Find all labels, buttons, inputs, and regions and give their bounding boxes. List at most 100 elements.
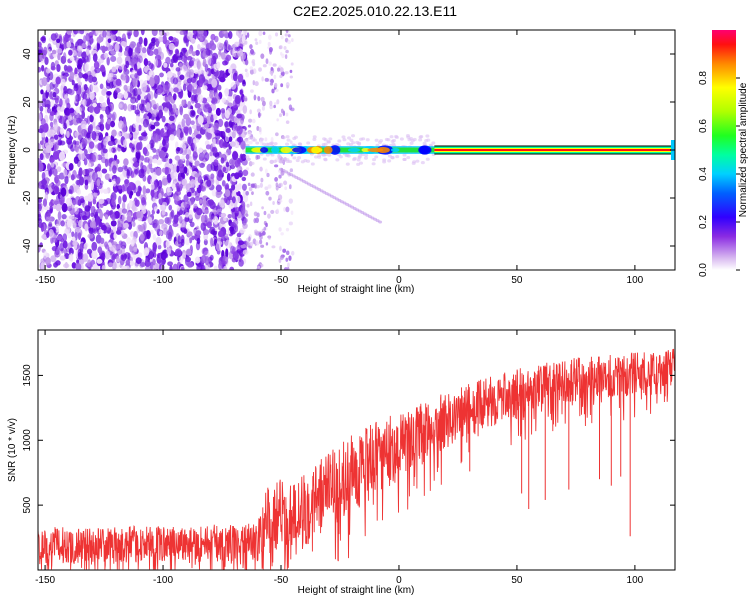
noise-blob <box>291 38 294 43</box>
noise-blob <box>93 61 100 70</box>
noise-blob <box>183 194 189 202</box>
noise-blob <box>117 51 123 57</box>
noise-blob <box>270 209 275 214</box>
noise-blob <box>177 176 181 182</box>
noise-blob <box>94 187 100 194</box>
carrier-halo <box>297 156 302 160</box>
noise-blob <box>110 213 116 221</box>
noise-blob <box>221 180 226 187</box>
noise-blob <box>209 254 214 261</box>
noise-blob <box>101 87 107 96</box>
noise-blob <box>185 153 190 160</box>
noise-blob <box>175 248 182 257</box>
noise-blob <box>144 265 151 270</box>
noise-blob <box>167 129 173 136</box>
noise-blob <box>104 173 111 181</box>
carrier-halo <box>395 154 400 159</box>
noise-blob <box>45 152 50 159</box>
noise-blob <box>57 211 62 221</box>
noise-blob <box>275 88 279 92</box>
noise-blob <box>249 201 253 207</box>
noise-blob <box>219 76 226 83</box>
noise-blob <box>270 78 274 84</box>
noise-blob <box>122 194 127 203</box>
noise-blob <box>132 77 138 88</box>
noise-blob <box>40 258 46 264</box>
noise-blob <box>40 184 45 190</box>
noise-blob <box>124 165 128 171</box>
noise-blob <box>277 67 281 72</box>
noise-blob <box>247 131 252 137</box>
noise-blob <box>123 103 128 111</box>
noise-blob <box>108 166 113 172</box>
noise-blob <box>38 41 42 48</box>
noise-blob <box>276 208 279 214</box>
noise-blob <box>111 30 118 35</box>
noise-blob <box>239 227 246 234</box>
carrier-halo <box>247 136 252 140</box>
noise-blob <box>110 220 117 227</box>
noise-blob <box>129 190 134 196</box>
noise-blob <box>159 72 164 78</box>
x-tick-label: 100 <box>627 575 644 586</box>
noise-blob <box>137 252 143 258</box>
noise-blob <box>78 167 83 177</box>
noise-blob <box>53 200 59 206</box>
noise-blob <box>41 178 48 186</box>
noise-blob <box>244 30 248 35</box>
x-tick-label: 50 <box>511 275 523 286</box>
carrier-halo <box>425 134 430 138</box>
noise-blob <box>279 74 283 79</box>
noise-blob <box>132 221 136 227</box>
noise-blob <box>68 247 74 256</box>
noise-blob <box>260 244 265 248</box>
colorbar-tick-label: 0.0 <box>698 263 709 277</box>
noise-blob <box>180 238 185 247</box>
noise-blob <box>111 113 116 123</box>
noise-blob <box>149 251 154 260</box>
noise-blob <box>220 130 226 139</box>
noise-blob <box>104 241 109 248</box>
x-tick-label: -150 <box>35 575 55 586</box>
noise-blob <box>242 222 248 229</box>
noise-blob <box>258 126 262 133</box>
noise-blob <box>63 169 68 177</box>
noise-blob <box>179 215 183 224</box>
carrier-halo <box>374 155 379 159</box>
noise-blob <box>210 173 215 180</box>
carrier-halo <box>346 154 351 158</box>
noise-blob <box>132 131 138 140</box>
noise-blob <box>189 109 196 118</box>
noise-blob <box>152 148 157 153</box>
carrier-halo <box>406 155 411 160</box>
noise-blob <box>248 140 253 145</box>
noise-blob <box>55 223 60 230</box>
noise-blob <box>152 158 158 164</box>
colorbar-tick-label: 0.6 <box>698 119 709 133</box>
noise-blob <box>71 262 77 269</box>
noise-blob <box>285 206 290 213</box>
noise-blob <box>135 191 141 197</box>
noise-blob <box>89 35 94 45</box>
noise-blob <box>228 67 233 74</box>
noise-blob <box>268 34 272 41</box>
noise-blob <box>231 196 236 204</box>
noise-blob <box>38 142 41 151</box>
noise-blob <box>59 255 66 261</box>
noise-blob <box>106 43 113 51</box>
noise-blob <box>201 247 208 256</box>
noise-blob <box>60 195 65 205</box>
noise-blob <box>38 222 44 229</box>
noise-blob <box>107 73 112 81</box>
noise-blob <box>273 102 277 106</box>
noise-blob <box>220 52 226 60</box>
noise-blob <box>150 99 157 108</box>
noise-blob <box>257 112 261 118</box>
noise-blob <box>194 72 199 80</box>
noise-blob <box>190 178 196 188</box>
noise-blob <box>189 157 194 163</box>
carrier-halo <box>278 159 283 164</box>
noise-blob <box>244 131 248 135</box>
noise-blob <box>96 43 101 51</box>
noise-blob <box>146 143 152 150</box>
